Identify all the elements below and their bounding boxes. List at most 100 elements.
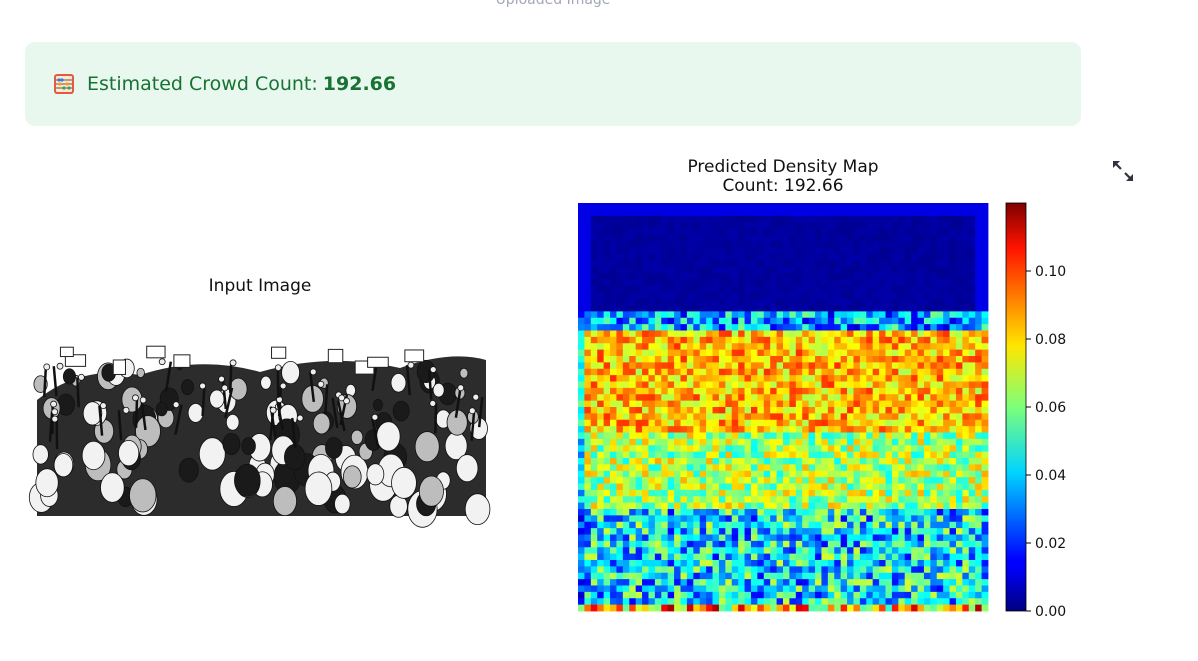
heatmap-cell — [699, 336, 707, 344]
heatmap-cell — [904, 394, 912, 402]
heatmap-cell — [578, 521, 585, 529]
heatmap-cell — [578, 598, 585, 606]
heatmap-cell — [738, 413, 745, 421]
heatmap-cell — [891, 330, 899, 338]
heatmap-cell — [578, 356, 585, 363]
heatmap-cell — [891, 591, 899, 599]
heatmap-cell — [642, 585, 649, 593]
heatmap-cell — [635, 560, 643, 567]
heatmap-cell — [686, 324, 694, 331]
heatmap-cell — [834, 553, 842, 561]
heatmap-cell — [744, 266, 752, 274]
heatmap-cell — [578, 330, 585, 338]
heatmap-cell — [808, 266, 816, 274]
heatmap-cell — [808, 496, 816, 504]
heatmap-cell — [776, 273, 784, 280]
heatmap-cell — [943, 241, 950, 249]
heatmap-cell — [891, 566, 899, 574]
heatmap-cell — [603, 502, 611, 510]
heatmap-cell — [827, 311, 835, 319]
heatmap-cell — [693, 381, 701, 389]
heatmap-cell — [949, 579, 957, 586]
heatmap-cell — [731, 426, 739, 433]
heatmap-cell — [962, 553, 970, 561]
heatmap-cell — [648, 234, 656, 242]
heatmap-cell — [898, 266, 906, 274]
heatmap-cell — [834, 560, 842, 567]
heatmap-cell — [847, 566, 854, 574]
heatmap-cell — [885, 241, 893, 249]
heatmap-cell — [885, 356, 893, 363]
heatmap-cell — [744, 413, 752, 421]
heatmap-cell — [923, 509, 931, 516]
heatmap-cell — [597, 324, 605, 331]
heatmap-cell — [879, 222, 886, 229]
heatmap-cell — [923, 400, 931, 408]
heatmap-cell — [872, 400, 880, 408]
heatmap-cell — [853, 330, 861, 338]
heatmap-cell — [674, 305, 681, 312]
heatmap-cell — [603, 547, 611, 555]
heatmap-cell — [923, 222, 931, 229]
heatmap-cell — [770, 228, 777, 236]
heatmap-cell — [955, 362, 963, 370]
heatmap-cell — [597, 203, 605, 210]
heatmap-cell — [847, 528, 854, 535]
heatmap-cell — [795, 604, 803, 612]
heatmap-cell — [923, 387, 931, 395]
heatmap-cell — [930, 566, 938, 574]
heatmap-cell — [648, 566, 656, 574]
heatmap-cell — [603, 445, 611, 453]
heatmap-cell — [763, 458, 771, 465]
heatmap-cell — [763, 470, 771, 478]
heatmap-cell — [603, 324, 611, 331]
heatmap-cell — [686, 387, 694, 395]
heatmap-cell — [789, 489, 797, 497]
heatmap-cell — [795, 349, 803, 357]
heatmap-cell — [802, 324, 810, 331]
heatmap-cell — [821, 413, 829, 421]
heatmap-cell — [898, 330, 906, 338]
heatmap-cell — [757, 375, 765, 382]
heatmap-cell — [616, 324, 624, 331]
heatmap-cell — [917, 534, 925, 542]
heatmap-cell — [981, 273, 989, 280]
heatmap-cell — [975, 407, 982, 414]
heatmap-cell — [603, 483, 611, 491]
heatmap-cell — [866, 560, 874, 567]
heatmap-cell — [584, 604, 592, 612]
heatmap-cell — [610, 521, 617, 529]
heatmap-cell — [590, 477, 598, 484]
heatmap-cell — [975, 349, 982, 357]
heatmap-cell — [584, 496, 592, 504]
heatmap-cell — [718, 419, 726, 427]
heatmap-cell — [923, 477, 931, 484]
heatmap-cell — [795, 343, 803, 351]
heatmap-cell — [808, 209, 816, 217]
heatmap-cell — [763, 566, 771, 574]
heatmap-cell — [603, 509, 611, 516]
heatmap-cell — [859, 419, 867, 427]
heatmap-cell — [834, 362, 842, 370]
heatmap-cell — [943, 349, 950, 357]
heatmap-cell — [891, 394, 899, 402]
heatmap-cell — [693, 349, 701, 357]
heatmap-cell — [712, 591, 720, 599]
heatmap-cell — [757, 394, 765, 402]
heatmap-cell — [680, 458, 688, 465]
heatmap-cell — [847, 451, 854, 459]
heatmap-cell — [827, 438, 835, 446]
heatmap-cell — [693, 604, 701, 612]
heatmap-cell — [981, 215, 989, 223]
heatmap-cell — [936, 585, 944, 593]
colorbar-tick-label: 0.04 — [1035, 468, 1066, 484]
heatmap-cell — [923, 317, 931, 325]
heatmap-cell — [930, 209, 938, 217]
heatmap-cell — [597, 279, 605, 287]
heatmap-cell — [686, 451, 694, 459]
fullscreen-button[interactable] — [1108, 156, 1138, 186]
heatmap-cell — [885, 528, 893, 535]
heatmap-cell — [597, 560, 605, 567]
heatmap-cell — [872, 266, 880, 274]
heatmap-cell — [885, 451, 893, 459]
